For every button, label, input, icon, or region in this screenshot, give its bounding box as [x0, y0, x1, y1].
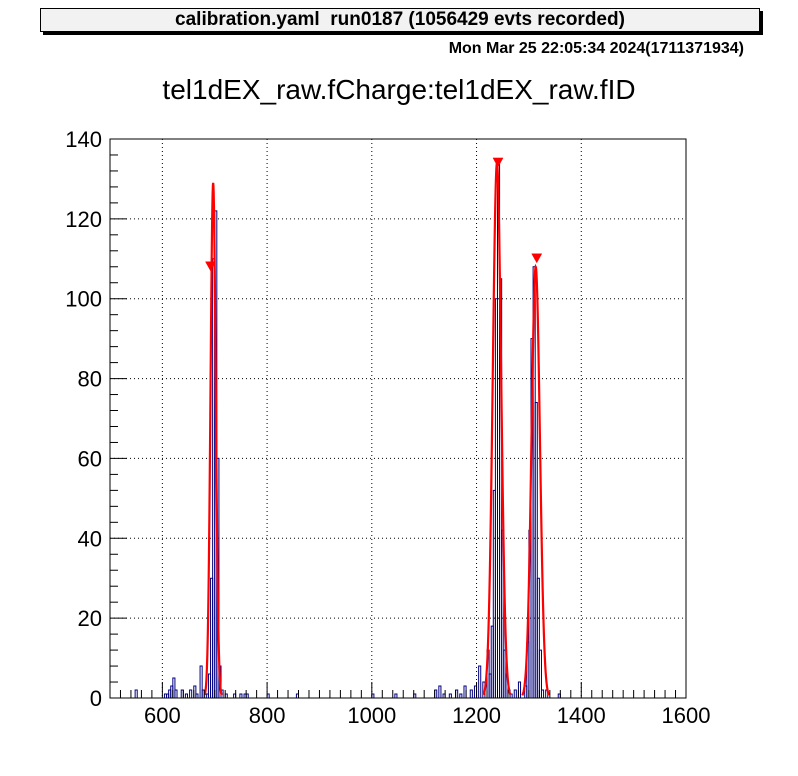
histogram-bin [134, 689, 138, 698]
y-tick-label: 0 [90, 686, 102, 711]
y-tick-label: 120 [65, 207, 102, 232]
histogram-bin [540, 689, 545, 698]
x-tick-label: 800 [249, 703, 286, 728]
histogram-bin [534, 402, 538, 698]
histogram-bin [394, 693, 398, 698]
grid [110, 138, 686, 698]
histogram-bin [189, 689, 193, 698]
y-tick-label: 100 [65, 287, 102, 312]
histogram-bin [459, 693, 463, 698]
y-tick-label: 80 [78, 367, 102, 392]
y-tick-label: 20 [78, 606, 102, 631]
axes: 600 800 1000 1200 1400 1600 0 20 40 60 80 100 120 140 [65, 127, 710, 728]
x-tick-label: 600 [144, 703, 181, 728]
histogram-bin [448, 693, 452, 698]
x-tick-label: 1400 [557, 703, 606, 728]
histogram-bin [469, 689, 473, 698]
chart-title: tel1dEX_raw.fCharge:tel1dEX_raw.fID [162, 74, 636, 105]
x-tick-label: 1600 [662, 703, 711, 728]
y-tick-label: 40 [78, 526, 102, 551]
plot-frame [109, 138, 687, 699]
histogram-bin [538, 649, 542, 698]
histogram-bin [536, 577, 540, 698]
histogram-bin [195, 693, 199, 698]
fit-peak-2 [482, 159, 512, 696]
header-title: calibration.yaml run0187 (1056429 evts r… [175, 9, 625, 30]
histogram-bin [438, 685, 442, 698]
y-tick-label: 60 [78, 446, 102, 471]
y-tick-label: 140 [65, 127, 102, 152]
histogram-bin [199, 665, 203, 698]
histogram-bin [509, 693, 513, 698]
peak-marker [531, 253, 543, 264]
fit-peak-1 [203, 182, 223, 696]
peak-markers [205, 157, 543, 272]
header-title-box: calibration.yaml run0187 (1056429 evts r… [40, 8, 760, 32]
histogram-bin [184, 693, 188, 698]
fit-peak-3 [521, 263, 551, 696]
histogram-bin [478, 665, 482, 698]
x-tick-label: 1000 [347, 703, 396, 728]
peak-marker [205, 261, 216, 272]
peak-marker [492, 157, 504, 168]
x-tick-label: 1200 [452, 703, 501, 728]
histogram-bin [239, 693, 243, 698]
timestamp: Mon Mar 25 22:05:34 2024(1711371934) [448, 40, 744, 57]
histogram-bin [174, 689, 178, 698]
histogram-bin [172, 677, 176, 698]
histogram-bin [513, 689, 517, 698]
